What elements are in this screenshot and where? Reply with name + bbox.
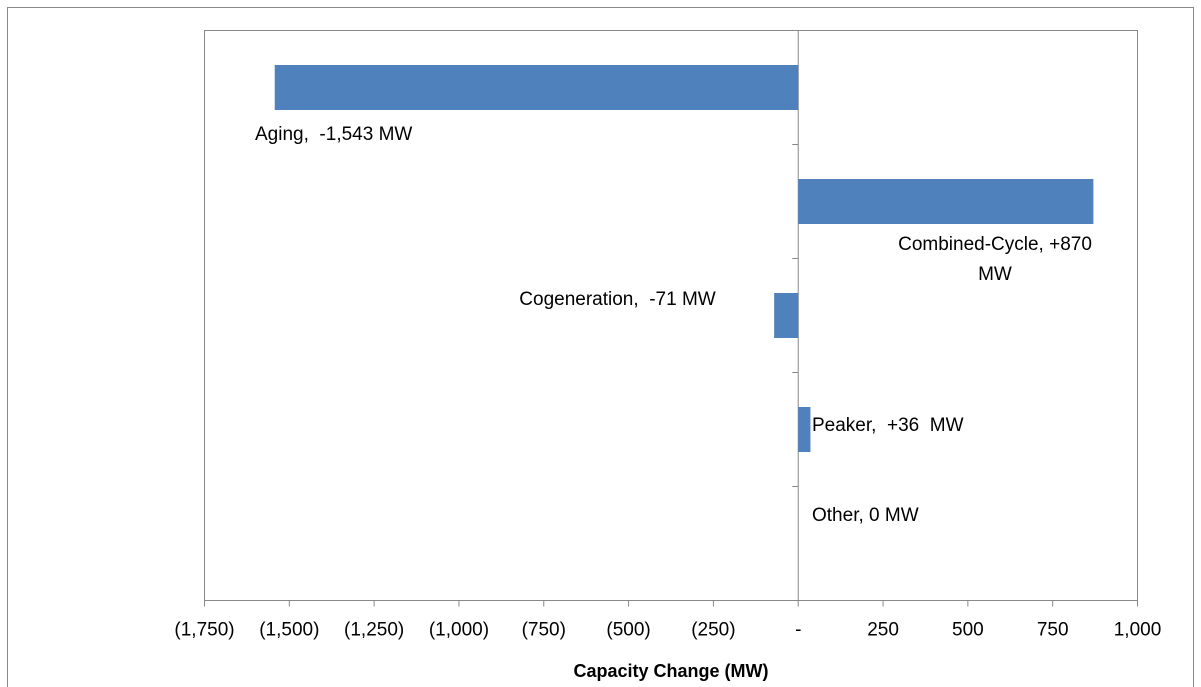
data-label: Aging, -1,543 MW bbox=[255, 124, 413, 145]
chart-frame bbox=[7, 7, 1194, 687]
x-tick-label: (1,000) bbox=[429, 620, 489, 641]
x-axis-title: Capacity Change (MW) bbox=[573, 661, 768, 681]
data-label-box: Aging, -1,543 MW bbox=[255, 124, 413, 145]
bar bbox=[798, 407, 811, 452]
x-tick-label: (500) bbox=[606, 620, 650, 641]
x-tick-label: 1,000 bbox=[1114, 620, 1162, 641]
data-label: Peaker, +36 MW bbox=[812, 415, 964, 436]
bar bbox=[798, 179, 1094, 224]
bar bbox=[774, 293, 799, 338]
x-tick-label: 750 bbox=[1037, 620, 1069, 641]
x-tick-label: (1,500) bbox=[259, 620, 319, 641]
x-tick-label: (1,250) bbox=[344, 620, 404, 641]
data-label: Other, 0 MW bbox=[812, 505, 919, 526]
x-tick-label: (750) bbox=[522, 620, 566, 641]
x-tick-label: (1,750) bbox=[174, 620, 234, 641]
data-label-box: Other, 0 MW bbox=[812, 505, 919, 526]
data-label-box: Cogeneration, -71 MW bbox=[519, 289, 716, 310]
data-label: Cogeneration, -71 MW bbox=[519, 289, 716, 310]
x-tick-label: (250) bbox=[691, 620, 735, 641]
data-label-box: Combined-Cycle, +870 MW bbox=[898, 234, 1098, 285]
x-tick-label: 250 bbox=[867, 620, 899, 641]
data-label-box: Peaker, +36 MW bbox=[812, 415, 964, 436]
bar bbox=[274, 65, 799, 110]
data-label: Combined-Cycle, +870 MW bbox=[898, 234, 1098, 285]
x-tick-label: - bbox=[795, 620, 801, 641]
plot-frame bbox=[204, 30, 1138, 601]
x-tick-label: 500 bbox=[952, 620, 984, 641]
